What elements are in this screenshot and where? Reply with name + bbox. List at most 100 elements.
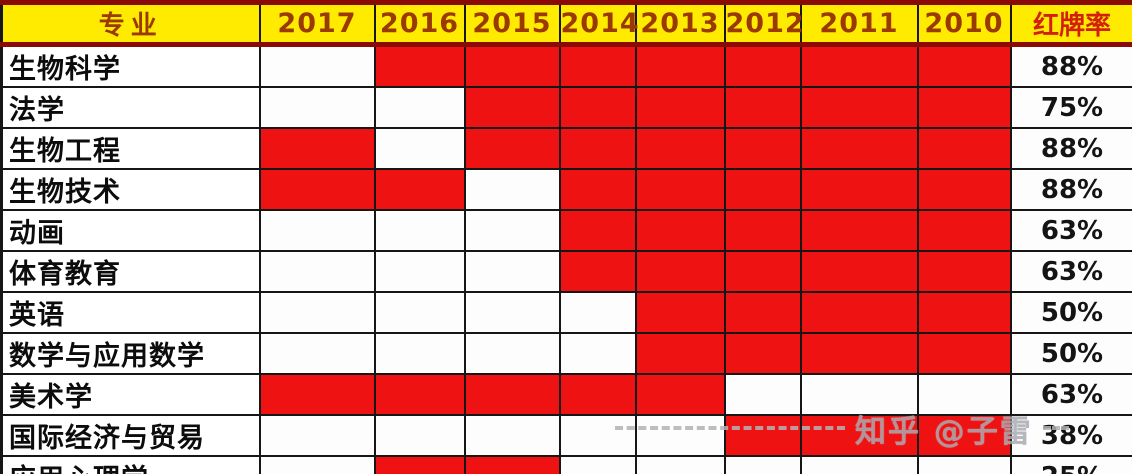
year-cell-2010-clear (916, 373, 1012, 416)
year-cell-2015-flagged (463, 373, 561, 416)
major-cell: 体育教育 (0, 250, 261, 293)
year-cell-2011-flagged (799, 332, 919, 375)
year-cell-2011-flagged (799, 291, 919, 334)
column-header-2016: 2016 (373, 1, 466, 47)
column-header-2013: 2013 (634, 1, 726, 47)
year-cell-2010-flagged (916, 168, 1012, 211)
year-cell-2017-clear (258, 86, 376, 129)
table-row: 国际经济与贸易 38% (0, 414, 1132, 457)
year-cell-2017-flagged (258, 127, 376, 170)
table-row: 数学与应用数学 50% (0, 332, 1132, 375)
major-cell: 美术学 (0, 373, 261, 416)
year-cell-2017-clear (258, 250, 376, 293)
year-cell-2013-flagged (634, 250, 726, 293)
year-cell-2017-clear (258, 209, 376, 252)
year-cell-2012-flagged (723, 332, 802, 375)
year-cell-2015-clear (463, 209, 561, 252)
year-cell-2016-flagged (373, 43, 466, 88)
year-cell-2010-flagged (916, 291, 1012, 334)
year-cell-2014-flagged (558, 209, 637, 252)
year-cell-2014-clear (558, 414, 637, 457)
rate-cell: 25% (1009, 455, 1132, 474)
year-cell-2016-flagged (373, 168, 466, 211)
major-cell: 国际经济与贸易 (0, 414, 261, 457)
year-cell-2016-clear (373, 291, 466, 334)
year-cell-2010-flagged (916, 414, 1012, 457)
year-cell-2016-clear (373, 332, 466, 375)
table-row: 法学 75% (0, 86, 1132, 129)
year-cell-2010-flagged (916, 209, 1012, 252)
year-cell-2013-flagged (634, 43, 726, 88)
table-row: 美术学 63% (0, 373, 1132, 416)
table-row: 生物技术 88% (0, 168, 1132, 211)
year-cell-2017-clear (258, 43, 376, 88)
year-cell-2013-flagged (634, 291, 726, 334)
rate-cell: 50% (1009, 291, 1132, 334)
table-row: 动画 63% (0, 209, 1132, 252)
year-cell-2014-flagged (558, 127, 637, 170)
year-cell-2014-flagged (558, 250, 637, 293)
year-cell-2011-flagged (799, 86, 919, 129)
year-cell-2017-flagged (258, 373, 376, 416)
year-cell-2012-flagged (723, 43, 802, 88)
rate-cell: 88% (1009, 43, 1132, 88)
rate-cell: 63% (1009, 250, 1132, 293)
year-cell-2017-flagged (258, 168, 376, 211)
year-cell-2014-clear (558, 332, 637, 375)
year-cell-2011-clear (799, 373, 919, 416)
year-cell-2014-clear (558, 455, 637, 474)
year-cell-2010-flagged (916, 127, 1012, 170)
year-cell-2011-flagged (799, 414, 919, 457)
major-cell: 生物工程 (0, 127, 261, 170)
rate-cell: 38% (1009, 414, 1132, 457)
column-header-major: 专业 (0, 1, 261, 47)
table-row: 生物工程 88% (0, 127, 1132, 170)
year-cell-2015-flagged (463, 43, 561, 88)
year-cell-2012-flagged (723, 291, 802, 334)
table-header: 专业 2017 2016 2015 2014 2013 2012 2011 20… (0, 1, 1132, 47)
year-cell-2011-flagged (799, 168, 919, 211)
rate-cell: 88% (1009, 127, 1132, 170)
year-cell-2013-clear (634, 414, 726, 457)
rate-cell: 63% (1009, 209, 1132, 252)
major-cell: 法学 (0, 86, 261, 129)
year-cell-2017-clear (258, 455, 376, 474)
year-cell-2012-flagged (723, 127, 802, 170)
year-cell-2011-flagged (799, 43, 919, 88)
year-cell-2013-flagged (634, 168, 726, 211)
year-cell-2014-flagged (558, 373, 637, 416)
major-cell: 动画 (0, 209, 261, 252)
major-cell: 生物科学 (0, 43, 261, 88)
year-cell-2015-flagged (463, 455, 561, 474)
table-row: 生物科学 88% (0, 43, 1132, 88)
year-cell-2013-flagged (634, 127, 726, 170)
major-cell: 应用心理学 (0, 455, 261, 474)
year-cell-2014-clear (558, 291, 637, 334)
year-cell-2015-clear (463, 291, 561, 334)
column-header-2012: 2012 (723, 1, 804, 47)
table-row: 体育教育 63% (0, 250, 1132, 293)
major-cell: 数学与应用数学 (0, 332, 261, 375)
year-cell-2011-flagged (799, 250, 919, 293)
year-cell-2015-clear (463, 168, 561, 211)
year-cell-2016-clear (373, 209, 466, 252)
year-cell-2014-flagged (558, 43, 637, 88)
table-row: 应用心理学 25% (0, 455, 1132, 474)
column-header-2011: 2011 (799, 1, 919, 47)
year-cell-2015-clear (463, 250, 561, 293)
year-cell-2015-clear (463, 414, 561, 457)
year-cell-2012-flagged (723, 414, 802, 457)
header-row: 专业 2017 2016 2015 2014 2013 2012 2011 20… (0, 1, 1132, 47)
year-cell-2012-flagged (723, 168, 802, 211)
year-cell-2013-flagged (634, 209, 726, 252)
table-row: 英语 50% (0, 291, 1132, 334)
year-cell-2012-clear (723, 455, 802, 474)
column-header-2015: 2015 (463, 1, 561, 47)
year-cell-2016-clear (373, 250, 466, 293)
year-cell-2013-clear (634, 455, 726, 474)
year-cell-2014-flagged (558, 86, 637, 129)
year-cell-2013-flagged (634, 373, 726, 416)
year-cell-2012-flagged (723, 209, 802, 252)
